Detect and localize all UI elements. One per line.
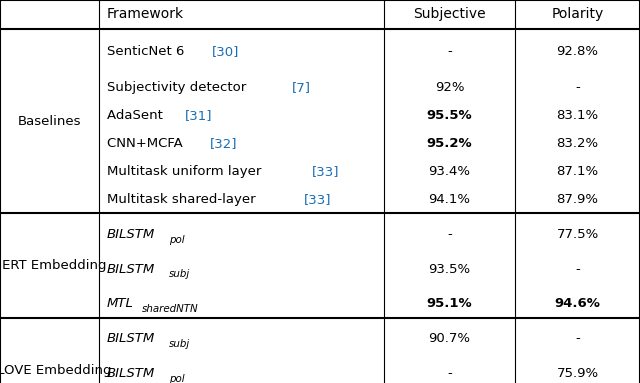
Text: [30]: [30]	[212, 45, 239, 57]
Text: 87.9%: 87.9%	[557, 193, 598, 206]
Text: BILSTM: BILSTM	[107, 228, 155, 241]
Text: subj: subj	[169, 339, 190, 349]
Text: 75.9%: 75.9%	[557, 367, 598, 380]
Text: 83.2%: 83.2%	[557, 137, 598, 150]
Text: [33]: [33]	[304, 193, 332, 206]
Text: -: -	[575, 81, 580, 94]
Text: pol: pol	[169, 234, 185, 245]
Text: 95.2%: 95.2%	[427, 137, 472, 150]
Text: BILSTM: BILSTM	[107, 332, 155, 345]
Text: 93.5%: 93.5%	[429, 263, 470, 275]
Text: [7]: [7]	[292, 81, 311, 94]
Text: 77.5%: 77.5%	[556, 228, 599, 241]
Text: SenticNet 6: SenticNet 6	[107, 45, 189, 57]
Text: 83.1%: 83.1%	[557, 109, 598, 122]
Text: -: -	[447, 367, 452, 380]
Text: Subjectivity detector: Subjectivity detector	[107, 81, 250, 94]
Text: 90.7%: 90.7%	[429, 332, 470, 345]
Text: 94.6%: 94.6%	[555, 298, 600, 310]
Text: Multitask uniform layer: Multitask uniform layer	[107, 165, 266, 178]
Text: [31]: [31]	[184, 109, 212, 122]
Text: sharedNTN: sharedNTN	[141, 304, 198, 314]
Text: Framework: Framework	[107, 7, 184, 21]
Text: CNN+MCFA: CNN+MCFA	[107, 137, 187, 150]
Text: Polarity: Polarity	[552, 7, 604, 21]
Text: 92.8%: 92.8%	[557, 45, 598, 57]
Text: Subjective: Subjective	[413, 7, 486, 21]
Text: -: -	[447, 45, 452, 57]
Text: 87.1%: 87.1%	[557, 165, 598, 178]
Text: Baselines: Baselines	[18, 115, 81, 128]
Text: BILSTM: BILSTM	[107, 263, 155, 275]
Text: 95.5%: 95.5%	[427, 109, 472, 122]
Text: 93.4%: 93.4%	[429, 165, 470, 178]
Text: pol: pol	[169, 374, 185, 383]
Text: BILSTM: BILSTM	[107, 367, 155, 380]
Text: [32]: [32]	[210, 137, 237, 150]
Text: subj: subj	[169, 269, 190, 280]
Text: -: -	[575, 263, 580, 275]
Text: AdaSent: AdaSent	[107, 109, 167, 122]
Text: MTL: MTL	[107, 298, 134, 310]
Text: -: -	[575, 332, 580, 345]
Text: [33]: [33]	[312, 165, 339, 178]
Text: Multitask shared-layer: Multitask shared-layer	[107, 193, 260, 206]
Text: 95.1%: 95.1%	[427, 298, 472, 310]
Text: 92%: 92%	[435, 81, 465, 94]
Text: 94.1%: 94.1%	[429, 193, 470, 206]
Text: GLOVE Embedding: GLOVE Embedding	[0, 364, 112, 376]
Text: -: -	[447, 228, 452, 241]
Text: BERT Embedding: BERT Embedding	[0, 259, 106, 272]
